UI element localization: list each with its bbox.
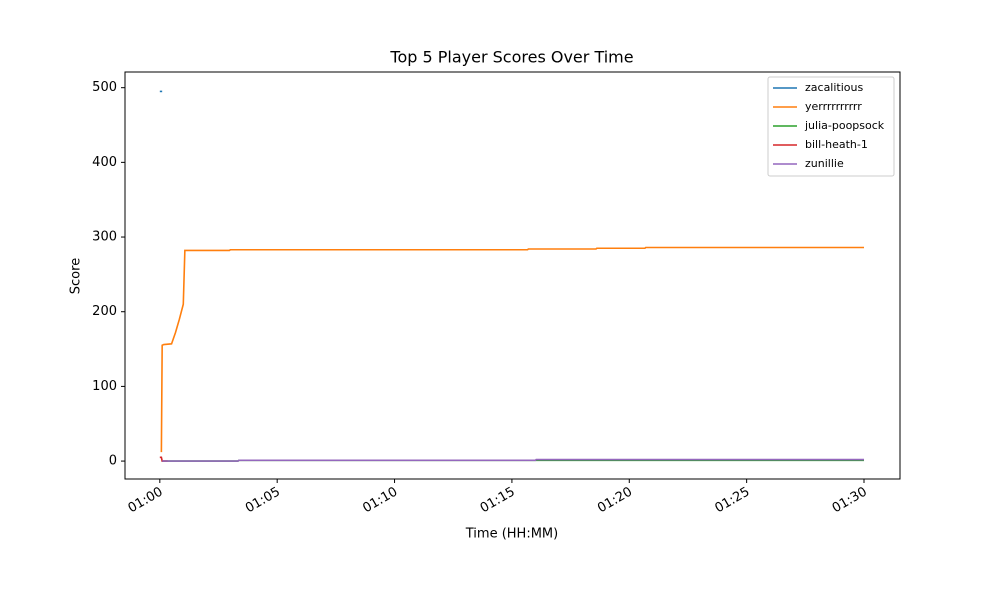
y-tick-label: 500 [92, 80, 117, 95]
x-axis-label: Time (HH:MM) [465, 527, 558, 542]
y-tick-label: 200 [92, 304, 117, 319]
y-tick-label: 0 [109, 454, 117, 469]
legend: zacalitious yerrrrrrrrrr julia-poopsock bil… [767, 76, 895, 177]
series-line [162, 458, 865, 462]
series-line [160, 246, 865, 453]
chart-title: Top 5 Player Scores Over Time [389, 48, 633, 67]
legend-label: julia-poopsock [804, 119, 885, 132]
plot-frame [124, 71, 901, 480]
y-axis-label: Score [69, 258, 84, 294]
legend-label: bill-heath-1 [805, 138, 868, 151]
y-tick-label: 100 [92, 379, 117, 394]
y-tick-label: 300 [92, 230, 117, 245]
y-tick-label: 400 [92, 155, 117, 170]
legend-label: yerrrrrrrrrr [805, 100, 862, 113]
legend-label: zunillie [805, 157, 844, 170]
legend-box [767, 76, 895, 177]
legend-label: zacalitious [805, 81, 863, 94]
